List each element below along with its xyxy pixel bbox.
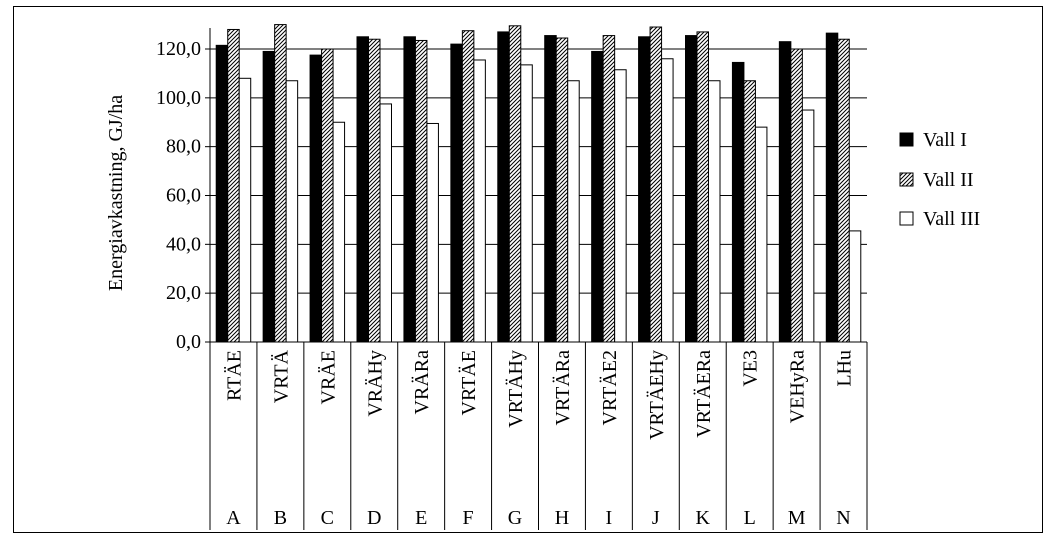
bar — [414, 39, 428, 343]
group-label: N — [836, 507, 850, 529]
group-label: K — [696, 507, 711, 529]
bar — [602, 35, 616, 343]
category-label: VRÄE — [316, 350, 339, 404]
bar — [227, 28, 240, 343]
bar — [837, 38, 850, 343]
bar — [638, 36, 651, 343]
bar — [790, 48, 803, 343]
bar — [262, 50, 276, 343]
y-tick-label: 80,0 — [166, 136, 201, 158]
bar — [285, 80, 299, 343]
legend-swatch — [899, 211, 914, 226]
bar — [497, 31, 510, 343]
bar — [754, 126, 768, 343]
bar — [614, 69, 627, 343]
labels: 0,0 20,0 40,0 60,0 80,0 100,0 120,0 Energiavkas… — [105, 38, 856, 529]
group-label: A — [226, 507, 241, 529]
bar — [649, 26, 663, 343]
bar — [332, 121, 346, 343]
category-label: VRTÄE — [457, 350, 480, 415]
bar — [731, 61, 745, 343]
bar — [356, 36, 369, 343]
legend-label: Vall I — [923, 129, 967, 151]
bar — [591, 50, 604, 343]
group-label: I — [606, 507, 613, 529]
group-label: B — [274, 507, 287, 529]
bar — [426, 122, 439, 343]
category-label: VRÄRa — [410, 350, 433, 415]
legend-swatch — [899, 132, 914, 147]
y-tick-label: 0,0 — [176, 331, 201, 353]
legend-label: Vall II — [923, 169, 974, 191]
bar — [567, 80, 580, 343]
group-label: M — [788, 507, 806, 529]
bar — [508, 25, 522, 343]
group-label: H — [555, 507, 569, 529]
category-label: VRTÄ — [269, 349, 292, 403]
y-tick-label: 20,0 — [166, 282, 201, 304]
bar — [238, 77, 252, 343]
legend-label: Vall III — [923, 208, 980, 230]
category-label: VEHyRa — [787, 350, 809, 423]
bar — [368, 38, 381, 343]
category-label: VRTÄE2 — [598, 350, 621, 425]
category-label: VRTÄEHy — [645, 350, 668, 440]
bar — [473, 59, 486, 343]
bars — [215, 24, 862, 343]
bar — [778, 41, 792, 343]
y-tick-label: 120,0 — [156, 38, 201, 60]
group-label: G — [508, 507, 522, 529]
bar — [825, 32, 839, 343]
bar — [661, 58, 674, 343]
bar — [544, 35, 557, 343]
legend: Vall I Vall II Vall III — [899, 129, 980, 230]
category-label: LHu — [834, 350, 856, 387]
category-label: VRÄHy — [363, 350, 386, 417]
y-tick-label: 60,0 — [166, 185, 201, 207]
bar — [685, 35, 698, 343]
y-tick-label: 40,0 — [166, 233, 201, 255]
bar — [379, 103, 392, 343]
bar — [309, 54, 323, 343]
bar — [403, 36, 416, 343]
bar — [274, 24, 287, 343]
axes — [205, 28, 868, 530]
bar — [708, 80, 721, 343]
category-label: RTÄE — [222, 350, 245, 401]
category-label: VRTÄRa — [551, 350, 574, 426]
bar — [520, 64, 533, 343]
bar — [743, 80, 756, 343]
category-label: VRTÄERa — [692, 350, 715, 438]
legend-swatch — [899, 172, 914, 187]
gridlines — [210, 48, 867, 294]
group-label: L — [744, 507, 756, 529]
group-label: E — [415, 507, 427, 529]
category-label: VRTÄHy — [504, 350, 527, 428]
bar — [848, 230, 862, 343]
group-label: C — [321, 507, 334, 529]
bar — [215, 44, 229, 343]
y-axis-label: Energiavkastning, GJ/ha — [105, 95, 127, 291]
bar — [450, 43, 463, 343]
group-label: J — [652, 507, 660, 529]
bar — [321, 48, 334, 343]
category-label: VE3 — [740, 350, 762, 387]
bar — [801, 109, 815, 343]
bar — [461, 30, 475, 343]
bar — [555, 37, 569, 343]
y-tick-label: 100,0 — [156, 87, 201, 109]
group-label: D — [367, 507, 381, 529]
bar — [696, 31, 709, 343]
group-label: F — [463, 507, 474, 529]
